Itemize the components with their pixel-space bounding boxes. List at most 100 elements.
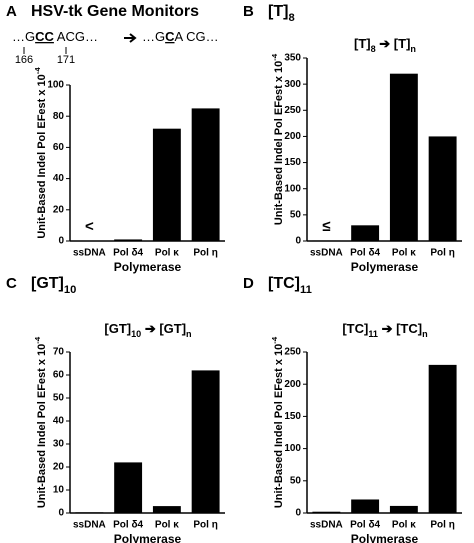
text-segment: 11	[300, 284, 312, 296]
text-segment: 8	[371, 44, 376, 54]
text-segment: Unit-Based Indel Pol EFest x 10	[36, 74, 48, 238]
panel-letter: D	[243, 275, 254, 292]
x-tick-label: Pol η	[430, 248, 454, 259]
x-tick-label: Pol η	[430, 520, 454, 531]
annotation: <	[85, 218, 94, 235]
text-segment: [TC]	[342, 321, 368, 336]
bar	[191, 370, 220, 513]
panel-title: [T]8	[268, 3, 295, 24]
bar	[191, 108, 220, 242]
text-segment: ACG…	[54, 29, 98, 44]
y-tick-label: 20	[53, 204, 65, 215]
text-segment: …G	[12, 29, 35, 44]
x-tick-label: Pol κ	[392, 520, 416, 531]
panel-title: [TC]11	[268, 275, 312, 296]
panel-letter: C	[6, 275, 17, 292]
y-tick-label: 100	[47, 80, 64, 91]
bar	[389, 505, 418, 513]
y-tick-label: 40	[53, 416, 65, 427]
sequence: …GCC ACG…	[12, 29, 98, 44]
text-segment: 8	[288, 12, 294, 24]
y-axis-label: Unit-Based Indel Pol EFest x 10-4	[33, 336, 48, 508]
x-tick-label: Pol δ4	[350, 248, 380, 259]
panel-letter: A	[6, 3, 17, 20]
text-segment: n	[422, 329, 428, 339]
y-tick-label: 40	[53, 173, 65, 184]
text-segment: 10	[131, 329, 141, 339]
y-tick-label: 150	[284, 411, 301, 422]
y-tick-label: 150	[284, 157, 301, 168]
bar	[428, 364, 457, 513]
bar	[152, 128, 181, 241]
text-segment: 11	[368, 329, 378, 339]
x-tick-label: Pol η	[193, 248, 217, 259]
text-segment: ➔ [GT]	[141, 321, 186, 336]
y-tick-label: 100	[284, 443, 301, 454]
y-tick-label: 0	[295, 508, 301, 519]
text-segment: Unit-Based Indel Pol EFest x 10	[273, 61, 285, 225]
y-tick-label: 70	[53, 347, 65, 358]
panel-subtitle: [T]8 ➔ [T]n	[354, 36, 416, 54]
x-tick-label: ssDNA	[73, 520, 106, 531]
panel-title: [GT]10	[31, 275, 76, 296]
y-tick-label: 300	[284, 79, 301, 90]
text-segment: [T]	[268, 3, 288, 20]
y-tick-label: 60	[53, 142, 65, 153]
text-segment: -4	[270, 53, 279, 61]
x-tick-label: Pol δ4	[113, 520, 143, 531]
y-tick-label: 0	[58, 236, 64, 247]
panel-letter: B	[243, 3, 254, 20]
x-tick-label: ssDNA	[73, 248, 106, 259]
x-tick-label: Pol δ4	[350, 520, 380, 531]
annotation: ≤	[322, 218, 330, 235]
panel-subtitle: [GT]10 ➔ [GT]n	[104, 321, 191, 339]
text-segment: A CG…	[175, 29, 219, 44]
y-tick-label: 250	[284, 347, 301, 358]
text-segment: C	[165, 29, 175, 44]
text-segment: 10	[64, 284, 76, 296]
x-tick-label: Pol δ4	[113, 248, 143, 259]
y-tick-label: 350	[284, 53, 301, 64]
text-segment: -4	[33, 336, 42, 344]
x-tick-label: ssDNA	[310, 248, 343, 259]
y-tick-label: 30	[53, 439, 65, 450]
bar	[114, 462, 143, 513]
y-axis-label: Unit-Based Indel Pol EFest x 10-4	[270, 53, 285, 225]
y-tick-label: 0	[58, 508, 64, 519]
text-segment: n	[186, 329, 192, 339]
y-tick-label: 20	[53, 462, 65, 473]
y-tick-label: 50	[53, 393, 65, 404]
bar	[389, 73, 418, 241]
text-segment: Unit-Based Indel Pol EFest x 10	[273, 344, 285, 508]
arrow	[124, 33, 137, 43]
position-label: 166	[15, 54, 33, 66]
bar	[428, 136, 457, 241]
text-segment: -4	[33, 67, 42, 75]
sequence: …GCA CG…	[142, 29, 219, 44]
x-tick-label: Pol κ	[392, 248, 416, 259]
y-axis-label: Unit-Based Indel Pol EFest x 10-4	[33, 67, 48, 239]
y-tick-label: 0	[295, 236, 301, 247]
text-segment: Unit-Based Indel Pol EFest x 10	[36, 344, 48, 508]
x-axis-label: Polymerase	[114, 260, 182, 274]
text-segment: -4	[270, 336, 279, 344]
y-tick-label: 10	[53, 485, 65, 496]
x-axis-label: Polymerase	[114, 532, 182, 543]
y-tick-label: 100	[284, 183, 301, 194]
y-tick-label: 50	[290, 209, 302, 220]
bar	[114, 239, 143, 241]
text-segment: ➔ [T]	[376, 36, 411, 51]
x-tick-label: ssDNA	[310, 520, 343, 531]
text-segment: [GT]	[104, 321, 131, 336]
x-tick-label: Pol κ	[155, 248, 179, 259]
text-segment: n	[410, 44, 416, 54]
text-segment: [T]	[354, 36, 371, 51]
y-tick-label: 200	[284, 131, 301, 142]
panel-subtitle: [TC]11 ➔ [TC]n	[342, 321, 427, 339]
y-tick-label: 50	[290, 475, 302, 486]
text-segment: ➔ [TC]	[378, 321, 422, 336]
x-tick-label: Pol η	[193, 520, 217, 531]
x-axis-label: Polymerase	[351, 260, 419, 274]
y-axis-label: Unit-Based Indel Pol EFest x 10-4	[270, 336, 285, 508]
